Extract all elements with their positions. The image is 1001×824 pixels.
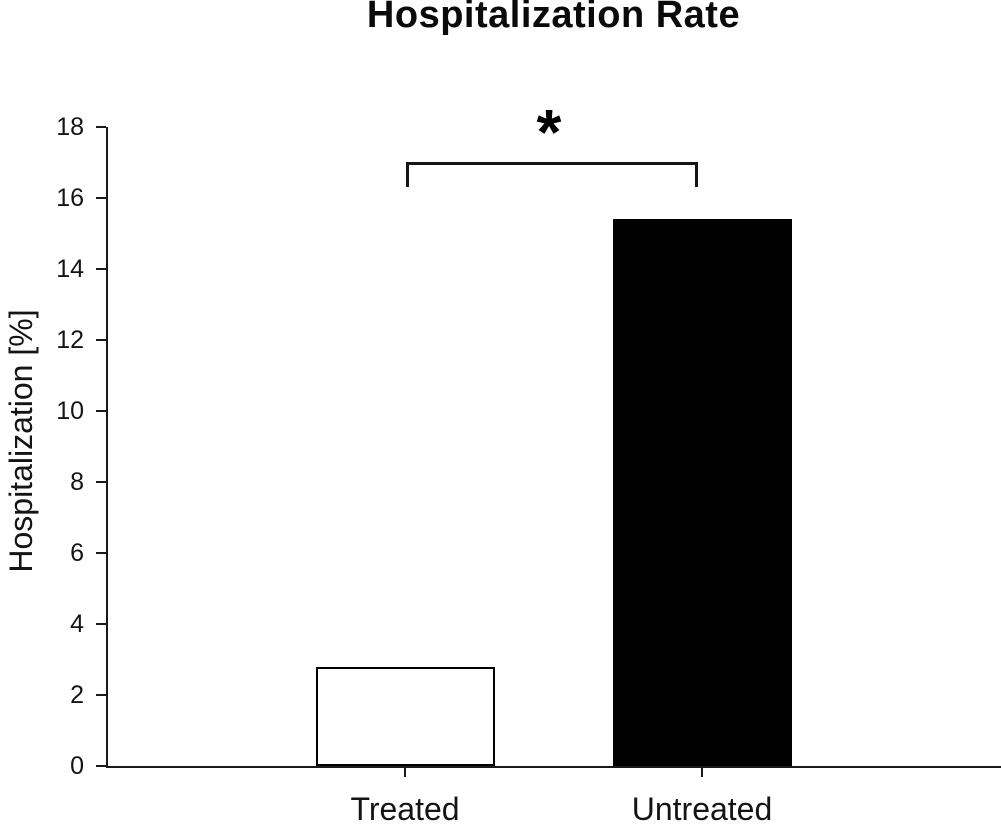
y-tick-mark (96, 126, 106, 128)
y-tick-label: 2 (70, 681, 84, 709)
bar-treated (315, 666, 495, 766)
y-tick-label: 4 (70, 610, 84, 638)
x-tick-mark (701, 768, 703, 777)
x-axis-line (106, 766, 1001, 768)
y-tick-mark (96, 410, 106, 412)
y-tick-mark (96, 552, 106, 554)
y-tick-mark (96, 197, 106, 199)
y-tick-mark (96, 765, 106, 767)
y-tick-mark (96, 268, 106, 270)
y-tick-label: 6 (70, 539, 84, 567)
y-tick-label: 12 (56, 326, 84, 354)
significance-asterisk: * (536, 96, 562, 168)
x-tick-mark (404, 768, 406, 777)
bar-untreated (612, 219, 792, 766)
y-tick-label: 14 (56, 255, 84, 283)
y-axis-line (106, 127, 108, 768)
y-tick-mark (96, 623, 106, 625)
significance-bracket (406, 162, 698, 187)
y-tick-label: 18 (56, 113, 84, 141)
y-tick-label: 0 (70, 752, 84, 780)
chart-title: Hospitalization Rate (366, 0, 741, 36)
y-tick-mark (96, 481, 106, 483)
x-tick-label-untreated: Untreated (631, 791, 773, 824)
y-tick-label: 10 (56, 397, 84, 425)
y-tick-label: 8 (70, 468, 84, 496)
y-tick-mark (96, 339, 106, 341)
x-tick-label-treated: Treated (350, 791, 460, 824)
y-tick-label: 16 (56, 184, 84, 212)
y-tick-mark (96, 694, 106, 696)
